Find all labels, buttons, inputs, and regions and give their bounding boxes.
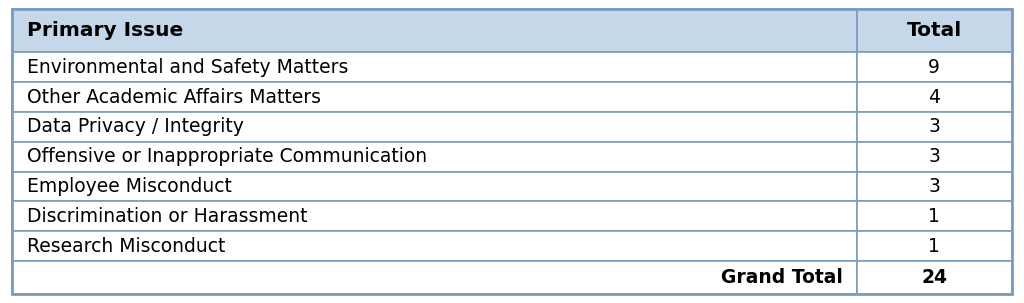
Bar [857,171,1012,201]
Bar [857,201,1012,231]
Text: 4: 4 [929,88,940,107]
Bar [857,9,1012,52]
Text: Environmental and Safety Matters: Environmental and Safety Matters [27,58,348,77]
Bar [12,9,857,52]
Bar [12,82,857,112]
Text: Offensive or Inappropriate Communication: Offensive or Inappropriate Communication [27,147,427,166]
Text: 3: 3 [929,117,940,136]
Text: Total: Total [906,21,962,40]
Bar [857,142,1012,171]
Bar [12,261,857,294]
Text: Other Academic Affairs Matters: Other Academic Affairs Matters [27,88,321,107]
Bar [12,52,857,82]
Bar [857,82,1012,112]
Text: Discrimination or Harassment: Discrimination or Harassment [27,207,307,226]
Bar [12,171,857,201]
Text: Research Misconduct: Research Misconduct [27,237,225,256]
Bar [857,261,1012,294]
Text: 24: 24 [922,268,947,287]
Text: Employee Misconduct: Employee Misconduct [27,177,231,196]
Text: 1: 1 [929,207,940,226]
Bar [857,52,1012,82]
Text: Data Privacy / Integrity: Data Privacy / Integrity [27,117,244,136]
Text: Grand Total: Grand Total [721,268,843,287]
Bar [12,201,857,231]
Text: 1: 1 [929,237,940,256]
Bar [857,231,1012,261]
Bar [12,231,857,261]
Text: 9: 9 [929,58,940,77]
Text: 3: 3 [929,177,940,196]
Bar [857,112,1012,142]
Bar [12,142,857,171]
Text: Primary Issue: Primary Issue [27,21,183,40]
Bar [12,112,857,142]
Text: 3: 3 [929,147,940,166]
